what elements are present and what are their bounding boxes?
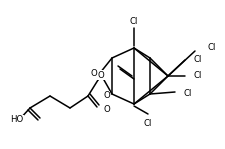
Text: Cl: Cl (193, 72, 201, 80)
Text: O: O (98, 70, 104, 80)
Text: HO: HO (10, 115, 23, 125)
Text: Cl: Cl (193, 55, 201, 65)
Text: O: O (103, 105, 110, 114)
Text: O: O (90, 69, 97, 77)
Text: Cl: Cl (183, 89, 191, 97)
Text: Cl: Cl (144, 119, 152, 128)
Text: O: O (103, 91, 110, 100)
Text: Cl: Cl (207, 44, 215, 52)
Text: Cl: Cl (130, 17, 138, 27)
